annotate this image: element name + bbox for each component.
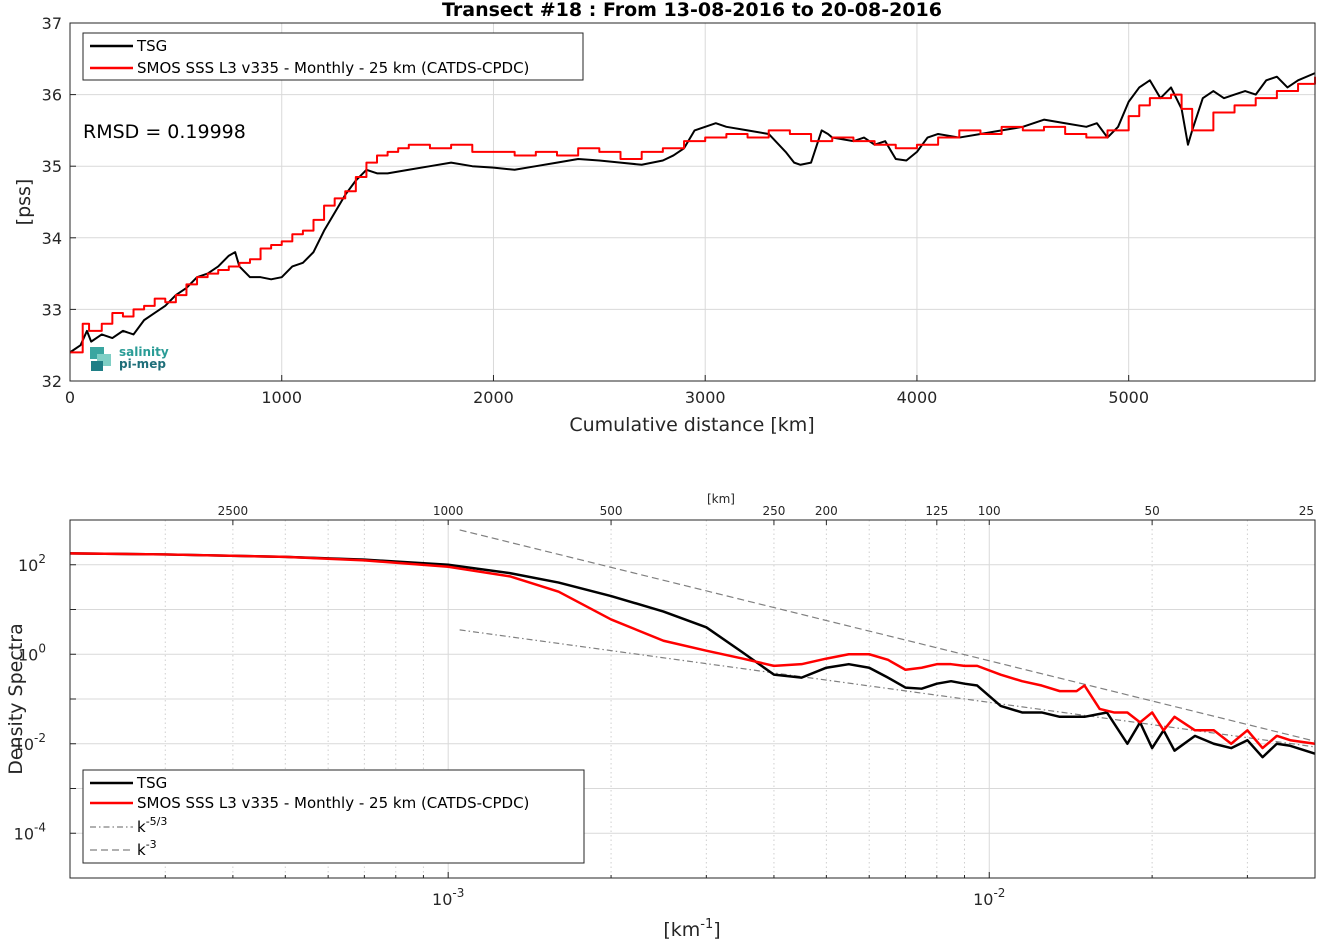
chart-top-title: Transect #18 : From 13-08-2016 to 20-08-… — [442, 0, 942, 21]
chart-top-xlabel: Cumulative distance [km] — [569, 414, 814, 436]
chart-bottom-series — [69, 529, 1316, 759]
tick-label-x-5000: 5000 — [1108, 388, 1149, 407]
legend-label-smos-bottom: SMOS SSS L3 v335 - Monthly - 25 km (CATD… — [137, 794, 529, 812]
legend-label-tsg: TSG — [136, 37, 167, 55]
salinity-pimep-logo: salinity pi-mep — [90, 345, 169, 371]
top-tick-label-500: 500 — [600, 504, 623, 518]
chart-top-legend: TSG SMOS SSS L3 v335 - Monthly - 25 km (… — [82, 32, 584, 81]
tick-label-y-32: 32 — [42, 372, 62, 391]
tick-label-x-3000: 3000 — [685, 388, 726, 407]
chart-bottom-top-axis-label: [km] — [707, 492, 735, 506]
top-tick-label-125: 125 — [925, 504, 948, 518]
top-tick-label-50: 50 — [1144, 504, 1159, 518]
series-line-smos — [70, 76, 1316, 354]
tick-label-y-35: 35 — [42, 157, 62, 176]
top-tick-label-1000: 1000 — [433, 504, 464, 518]
tick-label-y--2: 10-2 — [14, 731, 46, 754]
chart-bottom-ticks: 10-3 10-2 102 100 10-2 10-4 2500 1000 500 250 200 1… — [14, 504, 1316, 909]
tick-label-y-0: 100 — [18, 641, 46, 664]
top-tick-label-100: 100 — [978, 504, 1001, 518]
legend-label-smos: SMOS SSS L3 v335 - Monthly - 25 km (CATD… — [137, 59, 529, 77]
spectrum-line-smos — [69, 552, 1316, 750]
top-tick-label-25: 25 — [1299, 504, 1314, 518]
reference-line-1 — [459, 529, 1316, 742]
top-tick-label-250: 250 — [762, 504, 785, 518]
tick-label-x-1000: 1000 — [261, 388, 302, 407]
logo-text-salinity: salinity — [119, 345, 169, 359]
chart-bottom: 10-3 10-2 102 100 10-2 10-4 2500 1000 500 250 200 1… — [5, 492, 1316, 941]
chart-top-ticks: 0 1000 2000 3000 4000 5000 32 33 34 35 36 37 — [42, 14, 1149, 407]
tick-label-y-2: 102 — [18, 552, 46, 575]
tick-label-x-2000: 2000 — [473, 388, 514, 407]
top-tick-label-200: 200 — [815, 504, 838, 518]
tick-label-y-36: 36 — [42, 86, 62, 105]
tick-label-y-33: 33 — [42, 300, 62, 319]
tick-label-x--3: 10-3 — [432, 886, 464, 909]
tick-label-x-0: 0 — [65, 388, 75, 407]
chart-bottom-ylabel: Density Spectra — [5, 623, 27, 774]
logo-text-pimep: pi-mep — [119, 357, 166, 371]
chart-bottom-legend: TSG SMOS SSS L3 v335 - Monthly - 25 km (… — [82, 769, 585, 864]
spectrum-line-tsg — [69, 552, 1316, 759]
legend-label-tsg-bottom: TSG — [136, 774, 167, 792]
top-tick-label-2500: 2500 — [218, 504, 249, 518]
reference-line-0 — [459, 629, 1316, 748]
tick-label-x-4000: 4000 — [897, 388, 938, 407]
tick-label-y-34: 34 — [42, 229, 62, 248]
legend-label-k53: k-5/3 — [137, 815, 167, 836]
chart-top-ylabel: [pss] — [13, 179, 35, 226]
tick-label-y-37: 37 — [42, 14, 62, 33]
chart-top-series — [69, 72, 1316, 354]
chart-top-legend-box — [82, 32, 584, 81]
rmsd-annotation: RMSD = 0.19998 — [83, 121, 246, 143]
chart-top-plot-frame — [69, 22, 1316, 382]
tick-label-y--4: 10-4 — [14, 820, 46, 843]
chart-top: Transect #18 : From 13-08-2016 to 20-08-… — [13, 0, 1316, 436]
chart-bottom-legend-box — [82, 769, 585, 864]
series-line-tsg — [69, 72, 1316, 354]
chart-bottom-xlabel: [km-1] — [663, 917, 720, 941]
legend-label-k3: k-3 — [137, 838, 157, 859]
tick-label-x--2: 10-2 — [973, 886, 1005, 909]
